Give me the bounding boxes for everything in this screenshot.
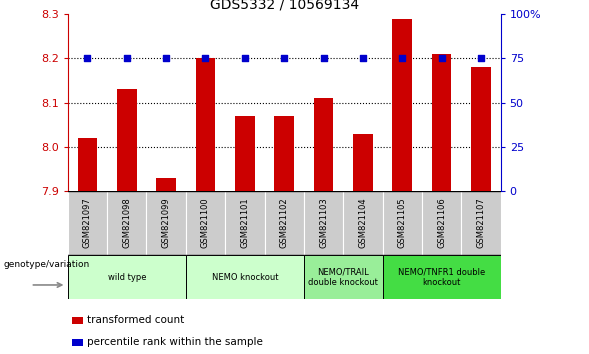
Text: GSM821100: GSM821100: [201, 198, 210, 249]
Text: GSM821098: GSM821098: [123, 198, 131, 249]
Text: GSM821104: GSM821104: [358, 198, 368, 249]
Point: [398, 56, 407, 61]
Text: transformed count: transformed count: [87, 315, 184, 325]
Text: GSM821107: GSM821107: [477, 198, 485, 249]
Text: GSM821099: GSM821099: [161, 198, 171, 249]
Text: NEMO knockout: NEMO knockout: [211, 273, 278, 281]
Bar: [156, 178, 176, 191]
Text: GSM821101: GSM821101: [240, 198, 249, 249]
Point: [161, 56, 171, 61]
Point: [319, 56, 328, 61]
Bar: [314, 98, 333, 191]
Point: [477, 56, 486, 61]
Bar: [392, 19, 412, 191]
Bar: [235, 116, 254, 191]
Text: percentile rank within the sample: percentile rank within the sample: [87, 337, 263, 347]
Bar: [432, 54, 451, 191]
Text: NEMO/TRAIL
double knockout: NEMO/TRAIL double knockout: [308, 267, 378, 287]
Text: genotype/variation: genotype/variation: [4, 260, 90, 269]
Point: [201, 56, 210, 61]
Bar: [343, 191, 383, 255]
Point: [240, 56, 250, 61]
Bar: [186, 191, 225, 255]
Bar: [383, 191, 422, 255]
Text: wild type: wild type: [108, 273, 146, 281]
Point: [279, 56, 289, 61]
Bar: [107, 191, 147, 255]
Point: [122, 56, 131, 61]
Bar: [353, 134, 373, 191]
Bar: [68, 191, 107, 255]
Bar: [117, 89, 137, 191]
Title: GDS5332 / 10569134: GDS5332 / 10569134: [210, 0, 359, 12]
Text: GSM821097: GSM821097: [83, 198, 92, 249]
Bar: [264, 191, 304, 255]
Bar: [461, 191, 501, 255]
Point: [437, 56, 446, 61]
Point: [358, 56, 368, 61]
Bar: [274, 116, 294, 191]
Text: GSM821105: GSM821105: [398, 198, 407, 249]
Text: NEMO/TNFR1 double
knockout: NEMO/TNFR1 double knockout: [398, 267, 485, 287]
Bar: [68, 255, 186, 299]
Bar: [196, 58, 216, 191]
Bar: [72, 339, 83, 346]
Text: GSM821106: GSM821106: [437, 198, 446, 249]
Point: [82, 56, 92, 61]
Text: GSM821102: GSM821102: [280, 198, 289, 249]
Bar: [147, 191, 186, 255]
Bar: [225, 191, 264, 255]
Bar: [471, 67, 491, 191]
Bar: [186, 255, 304, 299]
Bar: [78, 138, 97, 191]
Bar: [422, 191, 461, 255]
Text: GSM821103: GSM821103: [319, 198, 328, 249]
Bar: [304, 191, 343, 255]
Bar: [383, 255, 501, 299]
Bar: [72, 317, 83, 324]
Bar: [304, 255, 383, 299]
